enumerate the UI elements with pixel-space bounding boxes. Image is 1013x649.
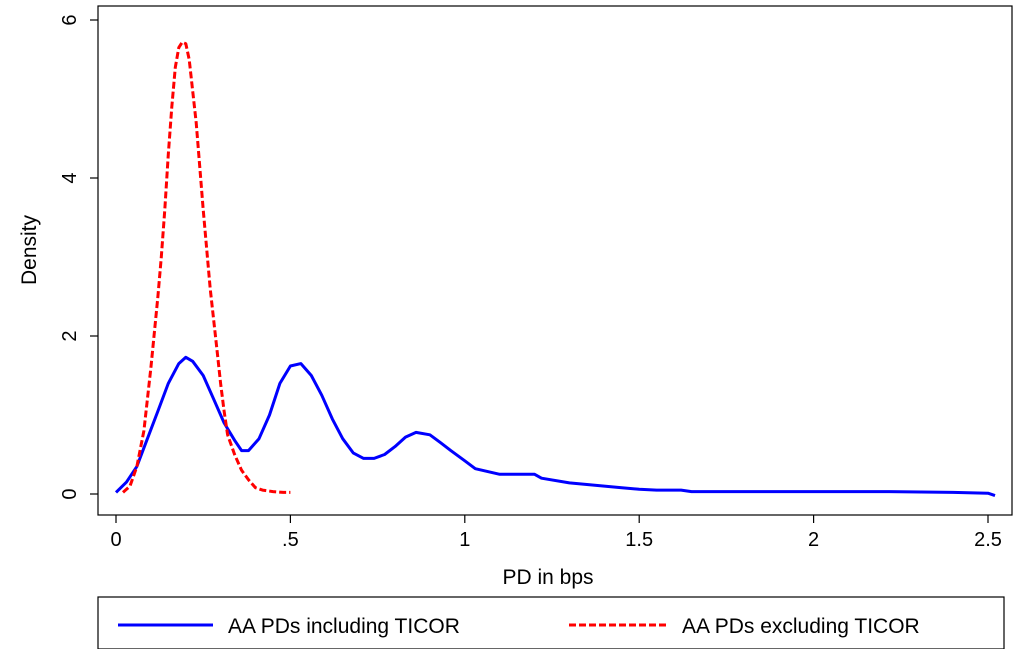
x-axis-title: PD in bps — [502, 566, 593, 589]
series-line-0 — [114, 355, 996, 498]
legend-label-excluding: AA PDs excluding TICOR — [682, 615, 920, 638]
y-axis: 0 2 4 6 — [59, 14, 98, 500]
y-axis-title: Density — [18, 214, 41, 285]
x-tick-label: 0 — [110, 529, 121, 551]
x-tick-label: 1.5 — [625, 529, 653, 551]
x-tick-label: 2.5 — [974, 529, 1002, 551]
y-tick-label: 4 — [59, 172, 81, 183]
legend-box — [97, 596, 1005, 649]
y-tick-label: 6 — [59, 14, 81, 25]
y-tick-label: 0 — [59, 488, 81, 499]
legend: AA PDs including TICOR AA PDs excluding … — [97, 596, 1005, 649]
x-tick-label: 2 — [808, 529, 819, 551]
x-tick-label: .5 — [282, 529, 299, 551]
y-tick-label: 2 — [59, 330, 81, 341]
plot-frame — [97, 5, 1013, 516]
series-layer — [114, 40, 996, 498]
x-axis: 0 .5 1 1.5 2 2.5 — [110, 515, 1002, 551]
plot-border — [97, 5, 1013, 516]
series-line-1 — [121, 40, 291, 494]
legend-label-including: AA PDs including TICOR — [228, 615, 460, 638]
x-tick-label: 1 — [459, 529, 470, 551]
